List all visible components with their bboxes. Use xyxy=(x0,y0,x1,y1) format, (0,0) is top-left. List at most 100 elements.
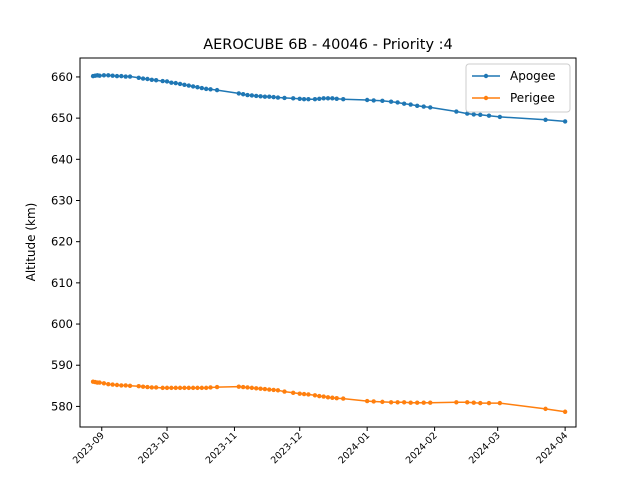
y-tick-label: 640 xyxy=(51,152,73,166)
apogee-data-point xyxy=(486,113,492,118)
perigee-data-point xyxy=(149,385,154,390)
apogee-data-point xyxy=(388,99,394,104)
perigee-data-point xyxy=(341,396,346,401)
apogee-data-point xyxy=(478,112,483,118)
perigee-data-point xyxy=(312,393,318,398)
y-tick-label: 610 xyxy=(51,276,73,290)
apogee-data-point xyxy=(395,100,400,105)
apogee-data-point xyxy=(562,119,568,124)
perigee-data-point xyxy=(497,400,503,406)
perigee-data-point xyxy=(465,400,470,405)
perigee-data-point xyxy=(388,400,394,405)
perigee-data-point xyxy=(258,386,263,391)
y-tick-label: 580 xyxy=(51,399,73,413)
perigee-data-point xyxy=(106,381,111,387)
apogee-data-point xyxy=(254,93,259,99)
apogee-data-point xyxy=(199,85,205,91)
apogee-data-point xyxy=(317,96,322,101)
y-tick-label: 590 xyxy=(51,358,73,372)
y-tick-label: 620 xyxy=(51,235,73,249)
legend-perigee-marker xyxy=(483,95,489,101)
perigee-data-point xyxy=(301,391,307,397)
apogee-data-point xyxy=(297,96,302,101)
apogee-data-point xyxy=(208,87,213,92)
perigee-data-point xyxy=(486,400,492,406)
legend-apogee-marker xyxy=(483,73,489,79)
perigee-data-point xyxy=(153,385,159,390)
perigee-data-point xyxy=(380,399,385,405)
perigee-data-point xyxy=(182,385,187,391)
perigee-data-point xyxy=(236,384,242,389)
perigee-data-point xyxy=(271,387,276,393)
perigee-data-point xyxy=(101,381,107,386)
chart-title: AEROCUBE 6B - 40046 - Priority :4 xyxy=(203,37,453,53)
apogee-data-point xyxy=(245,92,250,98)
legend-perigee-label: Perigee xyxy=(510,91,555,105)
perigee-data-point xyxy=(214,384,220,390)
perigee-data-point xyxy=(97,380,102,385)
perigee-data-point xyxy=(267,387,272,392)
apogee-data-point xyxy=(97,73,102,78)
apogee-data-point xyxy=(136,75,141,80)
perigee-data-point xyxy=(208,385,213,390)
apogee-data-point xyxy=(110,73,115,78)
apogee-data-point xyxy=(267,94,272,99)
apogee-data-point xyxy=(177,81,183,87)
legend-apogee-label: Apogee xyxy=(510,69,556,83)
apogee-data-point xyxy=(145,76,150,82)
apogee-data-point xyxy=(401,101,407,106)
apogee-data-point xyxy=(169,80,174,85)
perigee-data-point xyxy=(325,395,331,400)
apogee-data-point xyxy=(364,97,370,103)
perigee-data-point xyxy=(371,399,376,404)
apogee-data-point xyxy=(341,96,346,102)
apogee-data-point xyxy=(306,96,311,102)
perigee-data-point xyxy=(321,394,326,399)
apogee-data-point xyxy=(214,87,220,93)
apogee-data-point xyxy=(371,98,376,103)
apogee-data-point xyxy=(543,117,548,122)
y-axis-label: Altitude (km) xyxy=(24,203,38,282)
apogee-data-point xyxy=(186,83,191,88)
apogee-data-point xyxy=(140,76,146,81)
apogee-data-point xyxy=(258,94,263,99)
apogee-data-point xyxy=(240,92,246,97)
apogee-data-point xyxy=(236,91,242,96)
perigee-data-point xyxy=(190,385,196,391)
perigee-data-point xyxy=(164,385,170,391)
apogee-data-point xyxy=(101,73,107,78)
perigee-data-point xyxy=(110,382,115,387)
apogee-data-point xyxy=(190,84,196,89)
apogee-data-point xyxy=(414,103,420,108)
perigee-data-point xyxy=(562,409,568,414)
perigee-data-point xyxy=(254,386,259,391)
perigee-data-point xyxy=(195,385,200,391)
perigee-data-point xyxy=(471,400,476,405)
apogee-data-point xyxy=(119,73,124,79)
perigee-data-point xyxy=(114,382,120,388)
apogee-data-point xyxy=(471,112,476,117)
plot-frame xyxy=(79,57,577,428)
apogee-data-point xyxy=(164,79,170,84)
y-tick-label: 650 xyxy=(51,111,73,125)
apogee-data-point xyxy=(249,93,255,98)
perigee-data-point xyxy=(543,406,548,412)
apogee-data-point xyxy=(203,86,209,92)
apogee-data-point xyxy=(127,74,133,79)
perigee-data-point xyxy=(169,385,174,391)
perigee-data-point xyxy=(262,386,268,392)
apogee-data-point xyxy=(182,82,187,87)
perigee-data-point xyxy=(414,400,420,405)
legend: Apogee Perigee xyxy=(465,63,571,113)
apogee-data-point xyxy=(454,109,459,114)
perigee-data-point xyxy=(421,400,426,405)
apogee-data-point xyxy=(380,98,385,104)
y-tick-label: 600 xyxy=(51,317,73,331)
apogee-data-point xyxy=(195,85,200,90)
apogee-data-point xyxy=(325,96,331,101)
perigee-data-point xyxy=(478,400,483,406)
perigee-data-point xyxy=(334,395,339,401)
apogee-data-point xyxy=(321,96,326,101)
perigee-data-point xyxy=(199,385,205,391)
perigee-data-point xyxy=(177,385,183,391)
